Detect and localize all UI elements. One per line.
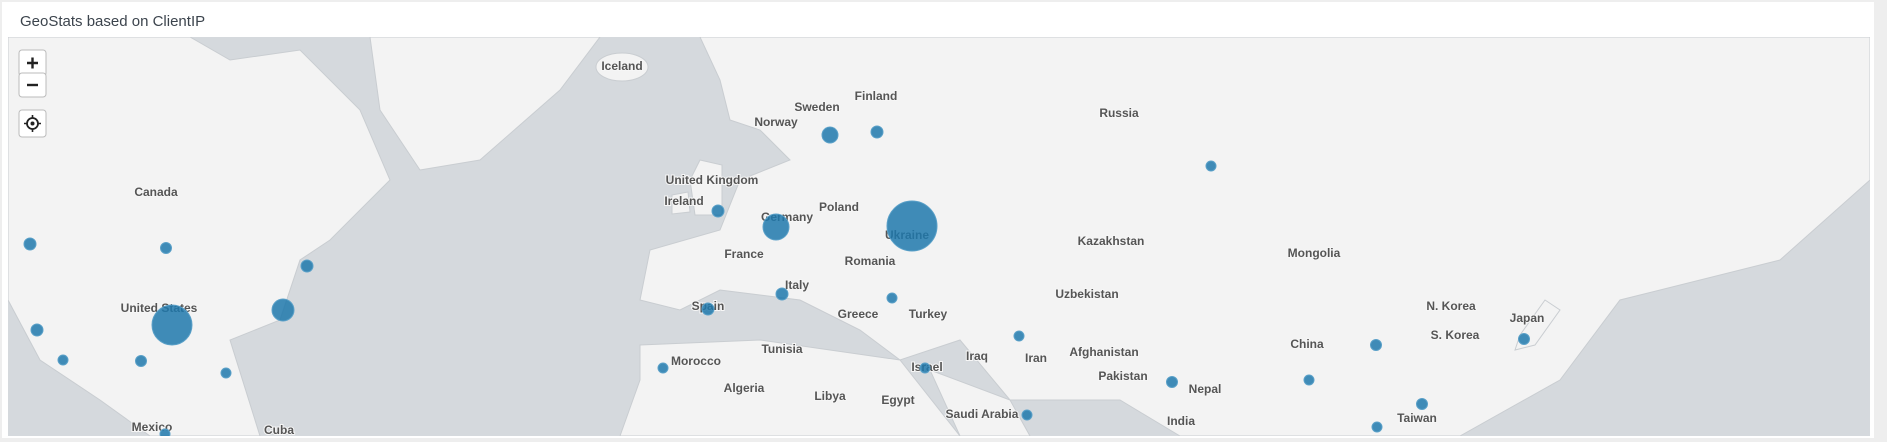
country-label: Russia	[1099, 106, 1139, 120]
geo-marker	[775, 287, 789, 301]
north-america	[8, 37, 391, 436]
panel-title: GeoStats based on ClientIP	[20, 13, 205, 30]
geo-marker	[1518, 333, 1530, 345]
geo-marker	[701, 302, 715, 316]
greenland	[369, 37, 601, 171]
country-label: China	[1290, 337, 1324, 351]
geo-marker	[151, 304, 193, 346]
geo-marker	[160, 242, 172, 254]
geo-marker	[657, 362, 669, 374]
country-label: Algeria	[724, 381, 765, 395]
geo-marker	[886, 200, 938, 252]
country-label: Egypt	[881, 393, 914, 407]
land	[8, 37, 1870, 436]
geo-marker	[919, 362, 931, 374]
locate-ticks	[24, 115, 41, 132]
geo-marker	[711, 204, 725, 218]
geo-marker	[1205, 160, 1217, 172]
country-label: India	[1167, 414, 1195, 428]
country-label: Uzbekistan	[1055, 287, 1118, 301]
geo-marker	[30, 323, 44, 337]
geo-marker	[1166, 376, 1178, 388]
zoom-out-button[interactable]	[18, 72, 47, 98]
iceland	[595, 52, 649, 82]
geo-marker	[886, 292, 898, 304]
geo-marker	[1371, 421, 1383, 433]
country-label: Libya	[814, 389, 846, 403]
map[interactable]: Iceland Sweden Finland Norway Russia Canada Un…	[8, 37, 1870, 439]
locate-button[interactable]	[18, 109, 47, 138]
country-label: Ireland	[664, 194, 703, 208]
country-label: Nepal	[1189, 382, 1222, 396]
country-label: Romania	[845, 254, 896, 268]
geo-marker	[23, 237, 37, 251]
country-label: Canada	[134, 185, 178, 199]
country-label: France	[724, 247, 764, 261]
geo-marker	[1370, 339, 1382, 351]
arabia	[929, 369, 1031, 436]
geo-marker	[300, 259, 314, 273]
country-label: N. Korea	[1426, 299, 1476, 313]
plus-icon	[27, 57, 38, 69]
geo-marker	[870, 125, 884, 139]
country-label: Iran	[1025, 351, 1047, 365]
geo-marker	[135, 355, 147, 367]
country-label: Greece	[838, 307, 879, 321]
country-label: Turkey	[909, 307, 948, 321]
geo-marker	[1303, 374, 1315, 386]
country-label: Afghanistan	[1069, 345, 1138, 359]
country-label: Iceland	[601, 59, 642, 73]
country-label: Japan	[1510, 311, 1545, 325]
geo-markers	[23, 125, 1530, 436]
zoom-in-button[interactable]	[18, 49, 47, 77]
ireland	[671, 191, 691, 215]
geo-marker	[57, 354, 69, 366]
country-label: Taiwan	[1397, 411, 1437, 425]
map-labels: Iceland Sweden Finland Norway Russia Canada Un…	[120, 58, 1546, 437]
geo-marker	[220, 367, 232, 379]
country-label: Cuba	[264, 423, 294, 437]
country-label: Kazakhstan	[1078, 234, 1145, 248]
country-label: Norway	[754, 115, 798, 129]
country-label: Poland	[819, 200, 859, 214]
locate-dot	[30, 121, 35, 126]
country-label: United Kingdom	[666, 173, 759, 187]
eurasia	[639, 37, 1870, 436]
country-label: Pakistan	[1098, 369, 1147, 383]
country-label: S. Korea	[1431, 328, 1480, 342]
zoom-controls	[18, 49, 47, 138]
africa	[619, 339, 961, 436]
country-label: Tunisia	[761, 342, 802, 356]
geo-marker	[1021, 409, 1033, 421]
great-britain	[689, 159, 723, 216]
country-label: Morocco	[671, 354, 721, 368]
country-label: Iraq	[966, 349, 988, 363]
country-label: Mongolia	[1288, 246, 1341, 260]
country-label: Italy	[785, 278, 809, 292]
geo-marker	[762, 213, 790, 241]
geo-marker	[1013, 330, 1025, 342]
geo-marker	[821, 126, 839, 144]
country-label: Saudi Arabia	[946, 407, 1019, 421]
geo-marker	[1416, 398, 1428, 410]
geo-marker	[159, 428, 171, 436]
geo-marker	[271, 298, 295, 322]
country-label: Sweden	[794, 100, 839, 114]
country-label: Finland	[855, 89, 898, 103]
